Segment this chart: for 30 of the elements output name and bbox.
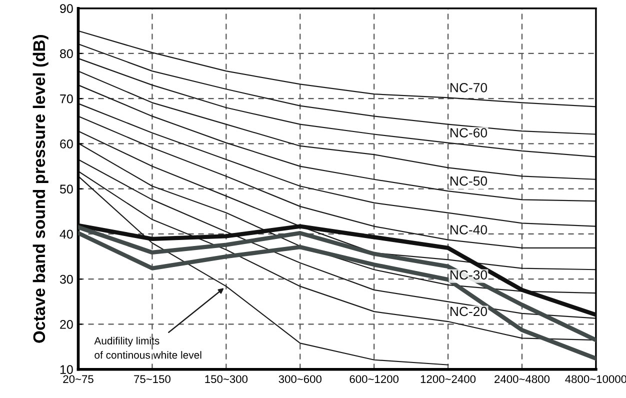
x-tick-label: 1200~2400 [420, 375, 476, 384]
y-tick-label: 70 [60, 94, 73, 104]
y-tick-label: 40 [60, 230, 73, 239]
series-label: NC-50 [450, 176, 488, 186]
y-axis-title: Octave band sound pressure level (dB) [32, 34, 48, 343]
x-tick-label: 75~150 [134, 375, 170, 384]
x-tick-label: 20~75 [63, 375, 94, 384]
line-series [78, 84, 596, 202]
y-tick-label: 60 [60, 140, 73, 148]
x-tick-label: 600~1200 [350, 375, 399, 384]
annotation: Audifility limits of continous white level [94, 336, 202, 359]
y-tick-label: 80 [60, 49, 73, 58]
line-series [78, 158, 596, 319]
line-series [78, 103, 596, 227]
y-tick-label: 30 [60, 274, 73, 284]
line-series [78, 30, 596, 108]
y-tick-label: 90 [60, 4, 73, 14]
line-series [78, 58, 596, 158]
line-series [78, 116, 596, 249]
y-tick-label: 50 [60, 184, 73, 194]
series-label: NC-60 [450, 128, 488, 138]
y-tick-label: 20 [60, 320, 73, 329]
x-tick-label: 2400~4800 [494, 375, 550, 384]
series-label: NC-20 [450, 306, 488, 316]
series-label: NC-30 [450, 270, 488, 280]
series-label: NC-70 [450, 82, 488, 92]
x-tick-label: 300~600 [278, 375, 322, 384]
x-tick-label: 150~300 [205, 375, 248, 384]
series-label: NC-40 [450, 225, 488, 234]
y-tick-label: 10 [60, 365, 73, 374]
